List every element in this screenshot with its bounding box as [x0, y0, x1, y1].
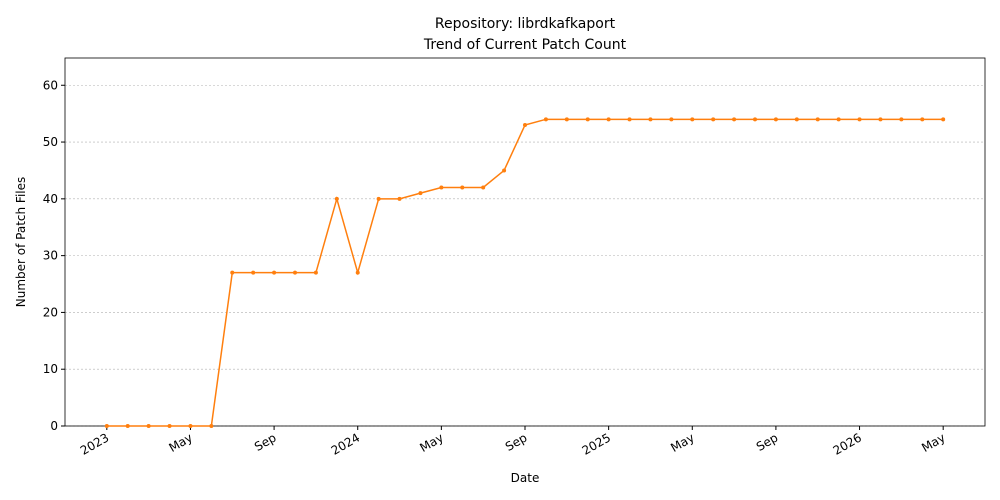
- point: [293, 270, 297, 275]
- point: [920, 117, 925, 122]
- x-tick-label: 2026: [831, 430, 864, 457]
- point: [418, 191, 423, 196]
- x-tick-label: 2024: [329, 430, 362, 457]
- point: [857, 117, 862, 122]
- point: [272, 270, 277, 275]
- point: [502, 168, 507, 173]
- point: [167, 424, 172, 428]
- x-tick-label: May: [919, 430, 947, 455]
- point: [376, 196, 381, 201]
- point: [230, 270, 235, 275]
- y-tick-label: 50: [43, 135, 58, 149]
- x-tick-label: May: [668, 430, 696, 455]
- point: [941, 117, 946, 122]
- point: [313, 270, 318, 275]
- point: [188, 424, 193, 428]
- point: [439, 185, 444, 190]
- chart-title: Repository: librdkafkaport: [435, 16, 616, 32]
- point: [627, 117, 632, 122]
- point: [355, 270, 360, 275]
- y-tick-label: 20: [43, 305, 58, 319]
- point: [773, 117, 778, 122]
- point: [460, 185, 465, 190]
- point: [690, 117, 695, 122]
- point: [251, 270, 256, 275]
- point: [648, 117, 653, 122]
- plot-frame: [64, 57, 986, 427]
- point: [564, 117, 569, 122]
- point: [669, 117, 674, 122]
- point: [711, 117, 716, 122]
- x-tick-label: 2025: [580, 430, 613, 457]
- point: [878, 117, 883, 122]
- y-axis-label: Number of Patch Files: [14, 177, 28, 308]
- point: [899, 117, 904, 122]
- point: [334, 196, 339, 201]
- point: [606, 117, 611, 122]
- point: [585, 117, 590, 122]
- x-tick-label: May: [166, 430, 194, 455]
- point: [397, 196, 402, 201]
- point: [794, 117, 799, 122]
- point: [125, 424, 130, 428]
- point: [146, 424, 151, 428]
- point: [104, 424, 109, 428]
- x-tick-label: Sep: [503, 430, 530, 453]
- x-tick-label: May: [417, 430, 445, 455]
- point: [481, 185, 486, 190]
- chart-subtitle: Trend of Current Patch Count: [423, 37, 627, 53]
- x-tick-label: 2023: [78, 430, 111, 457]
- point: [753, 117, 757, 122]
- point: [815, 117, 820, 122]
- y-tick-label: 10: [43, 362, 58, 376]
- x-tick-label: Sep: [252, 430, 279, 453]
- point: [523, 123, 527, 128]
- y-tick-label: 40: [43, 192, 58, 206]
- x-axis-label: Date: [511, 471, 540, 485]
- point: [836, 117, 841, 122]
- x-tick-label: Sep: [754, 430, 781, 453]
- point: [209, 424, 214, 428]
- y-tick-label: 0: [50, 419, 58, 433]
- y-tick-label: 30: [43, 249, 58, 263]
- y-tick-label: 60: [43, 78, 58, 92]
- point: [732, 117, 737, 122]
- point: [543, 117, 548, 122]
